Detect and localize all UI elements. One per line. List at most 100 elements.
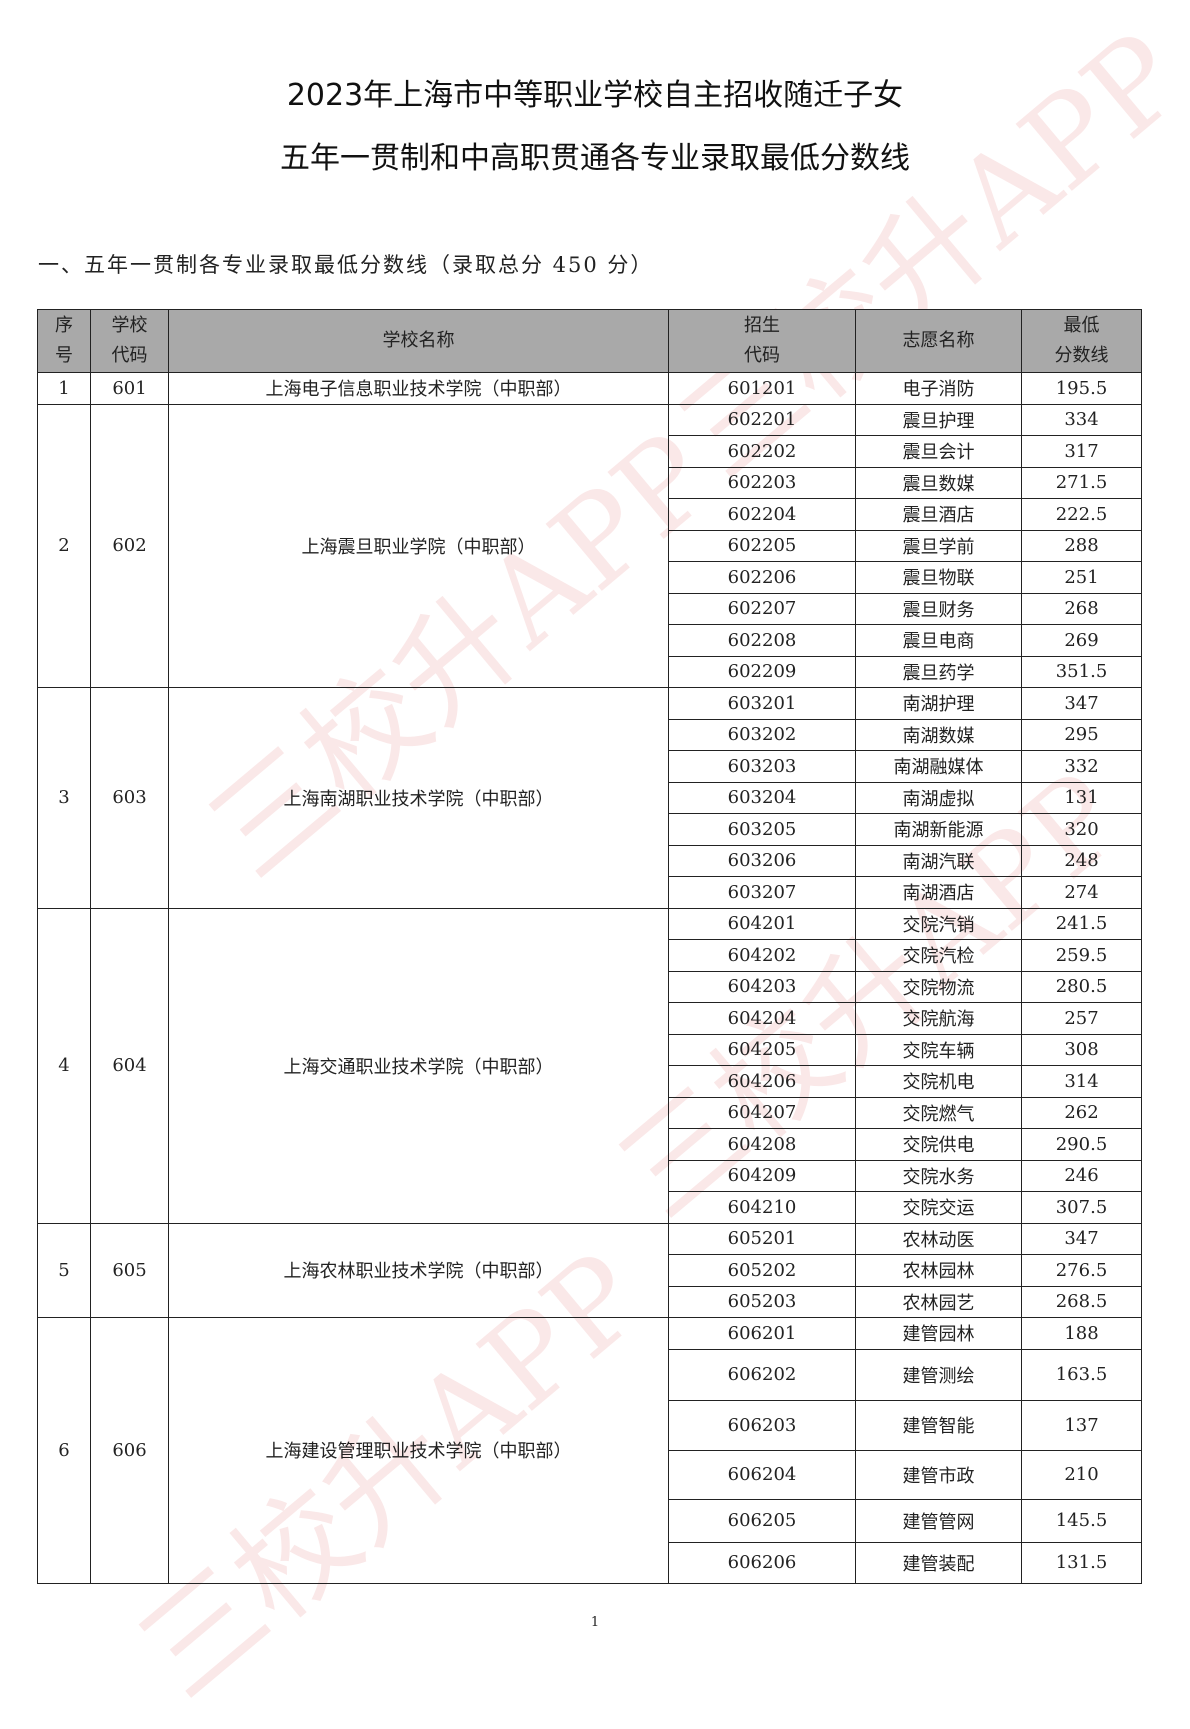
min-score: 137: [1021, 1399, 1142, 1451]
program-name: 交院交运: [855, 1191, 1022, 1224]
school-code: 605: [90, 1222, 169, 1318]
enroll-code: 604207: [668, 1096, 856, 1129]
enroll-code: 603201: [668, 687, 856, 720]
school-name: 上海震旦职业学院（中职部）: [168, 403, 669, 688]
table-row: 2 602 上海震旦职业学院（中职部） 602201 震旦护理 334: [37, 403, 1142, 688]
program-name: 南湖汽联: [855, 844, 1022, 877]
enroll-code: 605203: [668, 1285, 856, 1318]
min-score: 268: [1021, 592, 1142, 625]
enroll-code: 602201: [668, 403, 856, 436]
school-name: 上海交通职业技术学院（中职部）: [168, 907, 669, 1224]
program-name: 交院水务: [855, 1159, 1022, 1192]
table-row: 604206 交院机电 314: [38, 1065, 1142, 1098]
table-row: 606206 建管装配 131.5: [38, 1541, 1142, 1584]
program-name: 农林动医: [855, 1222, 1022, 1255]
program-name: 南湖数媒: [855, 718, 1022, 751]
school-name: 上海建设管理职业技术学院（中职部）: [168, 1317, 669, 1584]
enroll-code: 603202: [668, 718, 856, 751]
min-score: 210: [1021, 1449, 1142, 1500]
min-score: 280.5: [1021, 970, 1142, 1003]
table-row: 3 603 上海南湖职业技术学院（中职部） 603201 南湖护理 347: [37, 687, 1142, 909]
program-name: 南湖护理: [855, 687, 1022, 720]
program-name: 建管智能: [855, 1399, 1022, 1451]
min-score: 259.5: [1021, 939, 1142, 972]
program-name: 南湖新能源: [855, 813, 1022, 846]
enroll-code: 602202: [668, 435, 856, 468]
enroll-code: 601201: [668, 372, 856, 405]
table-row: 605203 农林园艺 268.5: [38, 1285, 1142, 1318]
table-row: 602208 震旦电商 269: [38, 624, 1142, 657]
min-score: 257: [1021, 1002, 1142, 1035]
table-row: 603203 南湖融媒体 332: [38, 750, 1142, 783]
page-number: 1: [590, 1615, 600, 1630]
table-row: 602205 震旦学前 288: [38, 529, 1142, 562]
table-row: 602207 震旦财务 268: [38, 592, 1142, 625]
program-name: 交院燃气: [855, 1096, 1022, 1129]
program-name: 建管市政: [855, 1449, 1022, 1500]
program-name: 交院车辆: [855, 1033, 1022, 1066]
program-name: 农林园艺: [855, 1285, 1022, 1318]
row-number: 3: [37, 687, 91, 909]
min-score: 131: [1021, 781, 1142, 814]
program-name: 建管测绘: [855, 1348, 1022, 1401]
table-row: 604203 交院物流 280.5: [38, 970, 1142, 1003]
min-score: 241.5: [1021, 907, 1142, 940]
min-score: 195.5: [1021, 372, 1142, 405]
program-name: 建管园林: [855, 1317, 1022, 1350]
min-score: 188: [1021, 1317, 1142, 1350]
enroll-code: 604204: [668, 1002, 856, 1035]
program-name: 交院汽销: [855, 907, 1022, 940]
school-name: 上海电子信息职业技术学院（中职部）: [168, 372, 669, 405]
min-score: 163.5: [1021, 1348, 1142, 1401]
table-row: 606204 建管市政 210: [38, 1449, 1142, 1500]
table-row: 4 604 上海交通职业技术学院（中职部） 604201 交院汽销 241.5: [37, 907, 1142, 1224]
header-no: 序号: [37, 309, 91, 373]
program-name: 南湖虚拟: [855, 781, 1022, 814]
program-name: 交院航海: [855, 1002, 1022, 1035]
table-row: 606205 建管管网 145.5: [38, 1498, 1142, 1543]
table-row: 602204 震旦酒店 222.5: [38, 498, 1142, 531]
table-row: 604209 交院水务 246: [38, 1159, 1142, 1192]
header-min-score: 最低 分数线: [1021, 309, 1142, 373]
enroll-code: 605202: [668, 1254, 856, 1287]
row-number: 4: [37, 907, 91, 1224]
min-score: 276.5: [1021, 1254, 1142, 1287]
min-score: 334: [1021, 403, 1142, 436]
min-score: 290.5: [1021, 1128, 1142, 1161]
min-score: 347: [1021, 1222, 1142, 1255]
enroll-code: 602203: [668, 466, 856, 499]
enroll-code: 606202: [668, 1348, 856, 1401]
document-title-line2: 五年一贯制和中高职贯通各专业录取最低分数线: [280, 141, 910, 176]
admission-score-table: 序号 学校 代码 学校名称 招生 代码 志愿名称 最低 分数线 1 601 上海电子信息职…: [37, 309, 1142, 1584]
table-row: 604205 交院车辆 308: [38, 1033, 1142, 1066]
row-number: 2: [37, 403, 91, 688]
program-name: 震旦护理: [855, 403, 1022, 436]
school-code: 606: [90, 1317, 169, 1584]
enroll-code: 602207: [668, 592, 856, 625]
row-number: 6: [37, 1317, 91, 1584]
min-score: 314: [1021, 1065, 1142, 1098]
program-name: 震旦物联: [855, 561, 1022, 594]
school-name: 上海农林职业技术学院（中职部）: [168, 1222, 669, 1318]
table-row: 1 601 上海电子信息职业技术学院（中职部） 601201 电子消防 195.5: [37, 372, 1142, 405]
school-code: 604: [90, 907, 169, 1224]
header-school-name: 学校名称: [168, 309, 669, 373]
enroll-code: 604209: [668, 1159, 856, 1192]
header-school-code: 学校 代码: [90, 309, 169, 373]
table-row: 606202 建管测绘 163.5: [38, 1348, 1142, 1401]
program-name: 交院汽检: [855, 939, 1022, 972]
header-program-name: 志愿名称: [855, 309, 1022, 373]
program-name: 电子消防: [855, 372, 1022, 405]
enroll-code: 602208: [668, 624, 856, 657]
program-name: 交院物流: [855, 970, 1022, 1003]
table-row: 603204 南湖虚拟 131: [38, 781, 1142, 814]
row-number: 1: [37, 372, 91, 405]
enroll-code: 604202: [668, 939, 856, 972]
table-row: 602209 震旦药学 351.5: [38, 655, 1142, 688]
enroll-code: 606201: [668, 1317, 856, 1350]
min-score: 288: [1021, 529, 1142, 562]
enroll-code: 603206: [668, 844, 856, 877]
table-row: 602202 震旦会计 317: [38, 435, 1142, 468]
program-name: 交院供电: [855, 1128, 1022, 1161]
enroll-code: 604201: [668, 907, 856, 940]
